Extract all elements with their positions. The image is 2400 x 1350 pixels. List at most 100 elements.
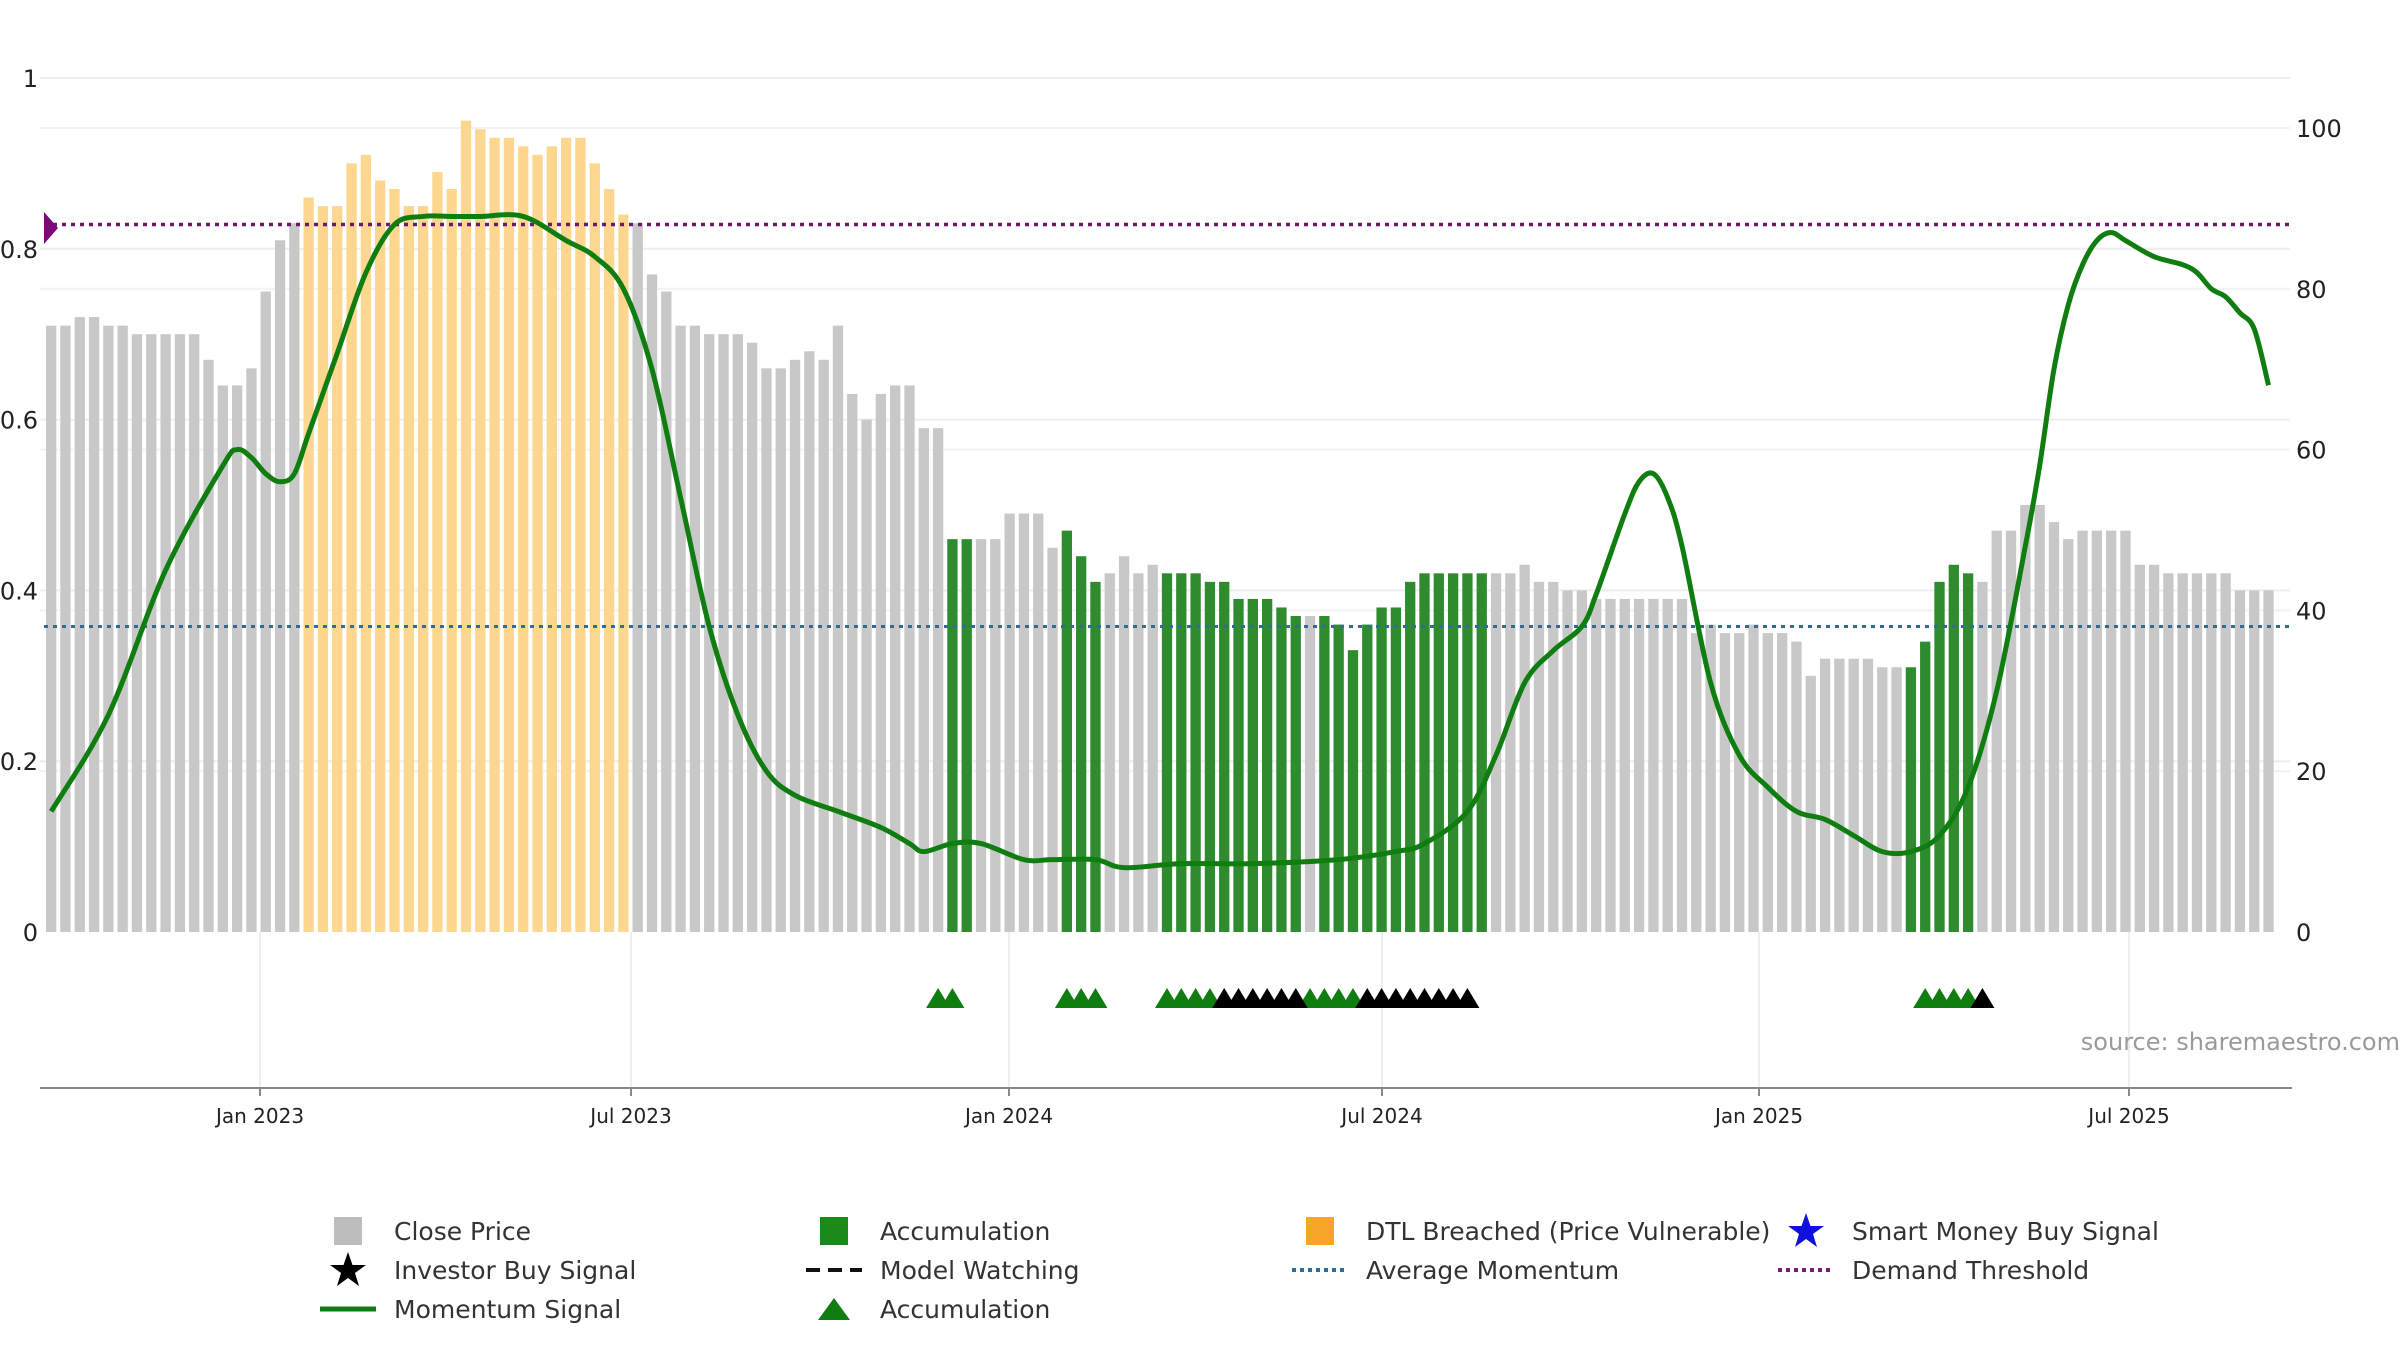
price-bar-dtl	[546, 146, 558, 932]
price-bar-close	[932, 428, 944, 932]
legend-item: Model Watching	[806, 1251, 1080, 1289]
price-bar-close	[2034, 505, 2045, 932]
legend-star-icon	[320, 1251, 376, 1289]
price-bar-close	[775, 368, 786, 932]
price-bar-close	[203, 359, 214, 932]
momentum-signal-line	[49, 212, 2271, 871]
price-bar-close	[174, 334, 186, 932]
price-bar-close	[847, 393, 858, 933]
legend-item: Accumulation	[806, 1290, 1050, 1328]
price-bar-dtl	[303, 197, 314, 932]
price-bar-close	[1304, 616, 1316, 932]
legend-label: Close Price	[394, 1216, 532, 1246]
right-tick-label: 20	[2296, 758, 2327, 786]
left-tick-label: 0	[23, 919, 38, 947]
price-bar-accumulation	[1447, 573, 1459, 932]
legend-line-icon	[320, 1290, 376, 1328]
price-bar-dtl	[332, 206, 343, 933]
price-bar-dtl	[417, 206, 429, 933]
legend-label: Accumulation	[880, 1216, 1051, 1246]
price-bar-dtl	[389, 189, 400, 932]
price-bar-close	[1805, 675, 1816, 932]
price-bar-accumulation	[1261, 598, 1273, 932]
price-bar-close	[1633, 598, 1645, 932]
right-tick-label: 100	[2296, 115, 2342, 143]
price-bar-close	[1505, 573, 1516, 932]
price-bar-close	[103, 325, 114, 932]
price-bar-close	[2063, 539, 2074, 932]
price-bar-close	[260, 291, 271, 932]
price-bar-accumulation	[1290, 616, 1301, 932]
price-bar-close	[1691, 633, 1702, 932]
price-bar-accumulation	[1061, 530, 1073, 932]
price-bar-accumulation	[1476, 573, 1487, 932]
price-bar-accumulation	[1390, 607, 1402, 932]
right-tick-label: 40	[2296, 597, 2327, 625]
legend-item: Accumulation	[806, 1212, 1050, 1250]
price-bar-close	[1533, 581, 1545, 932]
x-tick-label: Jul 2024	[1339, 1104, 1422, 1128]
price-bar-accumulation	[1176, 573, 1187, 932]
price-bar-close	[217, 385, 228, 932]
price-bar-accumulation	[1934, 581, 1945, 932]
price-bar-close	[117, 325, 128, 932]
price-bar-close	[2206, 573, 2217, 932]
left-tick-label: 0.8	[0, 236, 38, 264]
legend-label: Investor Buy Signal	[394, 1255, 637, 1285]
x-tick-label: Jul 2023	[588, 1104, 671, 1128]
price-bar-accumulation	[1905, 667, 1917, 932]
price-bar-dtl	[618, 214, 629, 932]
price-bar-close	[732, 334, 743, 932]
price-bar-close	[1562, 590, 1573, 932]
price-bar-close	[689, 325, 701, 932]
price-bar-close	[875, 393, 887, 933]
price-bar-close	[1977, 581, 1988, 932]
price-bar-accumulation	[1219, 581, 1230, 932]
price-bar-close	[1004, 513, 1015, 932]
price-bar-close	[804, 351, 815, 932]
price-bar-close	[1791, 641, 1802, 932]
price-bar-close	[2191, 573, 2203, 932]
price-bar-close	[1776, 633, 1788, 932]
price-bar-dtl	[346, 163, 357, 932]
price-bar-close	[2120, 530, 2131, 932]
price-bar-dtl	[575, 137, 586, 932]
price-bar-accumulation	[1962, 573, 1974, 932]
price-bar-close	[131, 334, 143, 932]
price-bar-accumulation	[961, 539, 972, 932]
price-bar-close	[1705, 624, 1716, 932]
price-bar-accumulation	[1276, 607, 1287, 932]
price-bar-close	[1619, 598, 1630, 932]
price-bar-close	[789, 359, 801, 932]
price-bar-close	[2005, 530, 2017, 932]
legend-item: Demand Threshold	[1778, 1251, 2089, 1289]
price-bar-close	[74, 317, 85, 932]
legend-label: Model Watching	[880, 1255, 1080, 1285]
price-bar-accumulation	[1920, 641, 1931, 932]
price-bar-close	[1819, 658, 1831, 932]
price-bar-dtl	[375, 180, 386, 933]
price-bar-accumulation	[1362, 624, 1373, 932]
price-bar-accumulation	[947, 539, 958, 932]
price-bar-accumulation	[1433, 573, 1444, 932]
price-bar-close	[646, 274, 658, 932]
price-bar-close	[1991, 530, 2002, 932]
chart-axes: 0 0.2 0.4 0.6 0.8 1 0 20 40 60 80 100 Jan 2023 Jul 20…	[0, 65, 2342, 1128]
price-bar-close	[1848, 658, 1859, 932]
price-bar-accumulation	[1247, 598, 1258, 932]
price-bar-accumulation	[1076, 556, 1087, 932]
price-bar-close	[289, 223, 300, 932]
price-bar-dtl	[460, 120, 472, 932]
legend-item: Investor Buy Signal	[320, 1251, 636, 1289]
price-bar-accumulation	[1462, 573, 1473, 932]
price-bar-close	[2106, 530, 2117, 932]
x-tick-label: Jan 2023	[214, 1104, 304, 1128]
legend-label: Demand Threshold	[1852, 1255, 2090, 1285]
price-bar-close	[1591, 598, 1602, 932]
signal-lines	[44, 212, 2290, 871]
price-bar-close	[890, 385, 901, 932]
source-note: source: sharemaestro.com	[2081, 1028, 2400, 1056]
x-tick-label: Jul 2025	[2086, 1104, 2169, 1128]
price-bar-dtl	[603, 189, 615, 932]
